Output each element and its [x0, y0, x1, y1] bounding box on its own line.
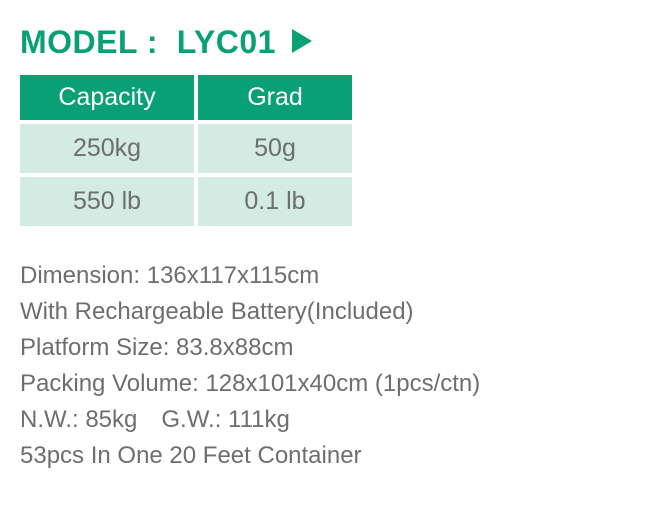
model-title: MODEL : LYC01: [20, 24, 626, 61]
detail-line: Dimension: 136x117x115cm: [20, 258, 626, 294]
table-cell: 550 lb: [20, 175, 196, 226]
play-triangle-icon: [292, 24, 314, 61]
model-label: MODEL : LYC01: [20, 24, 276, 61]
detail-line: N.W.: 85kg G.W.: 111kg: [20, 402, 626, 438]
table-row: 550 lb0.1 lb: [20, 175, 352, 226]
detail-line: Platform Size: 83.8x88cm: [20, 330, 626, 366]
col-header-capacity: Capacity: [20, 75, 196, 122]
spec-table: Capacity Grad 250kg50g550 lb0.1 lb: [20, 75, 352, 226]
col-header-grad: Grad: [196, 75, 352, 122]
detail-line: 53pcs In One 20 Feet Container: [20, 438, 626, 474]
table-cell: 50g: [196, 122, 352, 175]
details-block: Dimension: 136x117x115cmWith Rechargeabl…: [20, 258, 626, 474]
table-row: 250kg50g: [20, 122, 352, 175]
table-header-row: Capacity Grad: [20, 75, 352, 122]
detail-line: With Rechargeable Battery(Included): [20, 294, 626, 330]
detail-line: Packing Volume: 128x101x40cm (1pcs/ctn): [20, 366, 626, 402]
table-cell: 0.1 lb: [196, 175, 352, 226]
table-cell: 250kg: [20, 122, 196, 175]
